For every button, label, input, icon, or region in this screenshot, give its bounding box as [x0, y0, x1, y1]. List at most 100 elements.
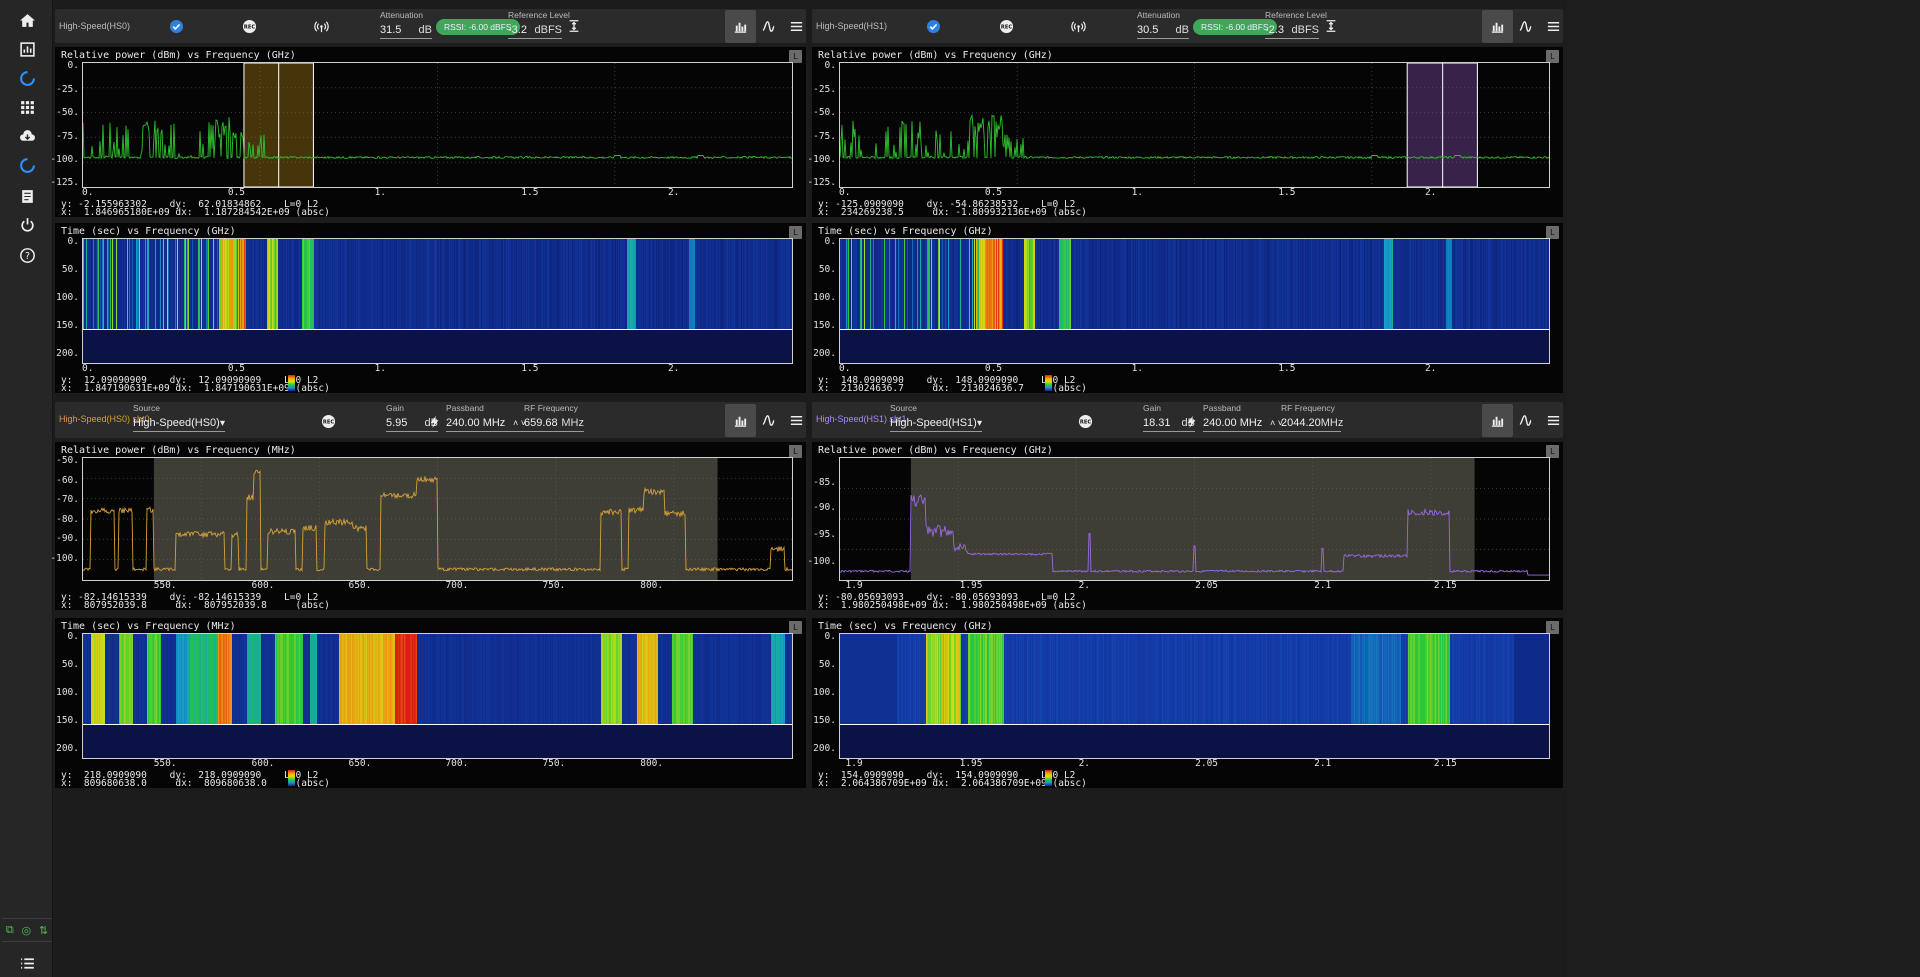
- waterfall-panel: Time (sec) vs Frequency (GHz) L 0. 50. 100. 1…: [812, 223, 1563, 394]
- attenuation-value: 30.5: [1137, 24, 1159, 36]
- attenuation-input[interactable]: 30.5 dB: [1137, 22, 1189, 39]
- legend-toggle-button[interactable]: L: [789, 50, 802, 63]
- spectrum-plot[interactable]: [839, 457, 1550, 581]
- x-tick-label: 2.: [667, 363, 680, 374]
- source-select[interactable]: High-Speed(HS0) ▾: [133, 415, 225, 432]
- legend-toggle-button[interactable]: L: [789, 226, 802, 239]
- plot-canvas: [840, 458, 1549, 580]
- caret-up-down-icon[interactable]: ˄ ˅: [512, 418, 526, 428]
- cursor-readout-x: x: 234269238.5 dx: -1.809932136E+09 (abs…: [818, 207, 1087, 218]
- rf-frequency-unit: MHz: [1320, 417, 1344, 429]
- rec-icon[interactable]: REC: [1077, 413, 1093, 429]
- gain-label: Gain: [1143, 403, 1161, 413]
- legend-toggle-button[interactable]: L: [1546, 50, 1559, 63]
- legend-toggle-button[interactable]: L: [1546, 226, 1559, 239]
- y-tick-label: 150.: [813, 320, 836, 331]
- cursor-readout-x: x: 213024636.7 dx: 213024636.7 (absc): [818, 383, 1087, 394]
- waterfall-plot[interactable]: [839, 238, 1550, 364]
- spectrum-plot[interactable]: [839, 62, 1550, 188]
- x-tick-label: 600.: [251, 580, 275, 591]
- autoscale-icon[interactable]: [1323, 18, 1339, 34]
- y-tick-label: 0.: [67, 236, 79, 247]
- gain-input[interactable]: 5.95 dB: [386, 415, 438, 432]
- waveform-view-button[interactable]: [1510, 404, 1541, 437]
- waterfall-panel: Time (sec) vs Frequency (GHz) L 0. 50. 100. 1…: [812, 618, 1563, 789]
- rec-icon[interactable]: REC: [241, 18, 257, 34]
- x-tick-label: 1.95: [959, 580, 983, 591]
- autoscale-icon[interactable]: [566, 18, 582, 34]
- auto-gain-icon[interactable]: [427, 414, 443, 430]
- list-icon[interactable]: [14, 953, 40, 973]
- reflevel-input[interactable]: -2.3 dBFS: [1265, 22, 1319, 39]
- waterfall-plot[interactable]: [82, 633, 793, 759]
- rec-icon[interactable]: REC: [320, 413, 336, 429]
- device-name: High-Speed(HS1): [816, 21, 888, 31]
- waterfall-plot[interactable]: [82, 238, 793, 364]
- menu-button[interactable]: [781, 404, 812, 437]
- passband-select[interactable]: 240.00 MHz ˄ ˅: [446, 415, 526, 432]
- spectrum-view-button[interactable]: [1482, 10, 1513, 43]
- rec-icon[interactable]: REC: [998, 18, 1014, 34]
- source-label: Source: [133, 403, 160, 413]
- rf-frequency-input[interactable]: 659.68 MHz: [524, 415, 584, 432]
- reflevel-input[interactable]: -3.2 dBFS: [508, 22, 562, 39]
- rf-frequency-input[interactable]: 2044.20 MHz: [1281, 415, 1344, 432]
- rf-frequency-label: RF Frequency: [1281, 403, 1335, 413]
- cursor-readout-y: y: -2.155963302 dy: 62.01834862 L=0 L2: [61, 199, 319, 210]
- y-tick-label: -90.: [813, 502, 836, 513]
- cursor-readout-x: x: 807952039.8 dx: 807952039.8 (absc): [61, 600, 330, 611]
- svg-text:REC: REC: [322, 419, 333, 425]
- source-select[interactable]: High-Speed(HS1) ▾: [890, 415, 982, 432]
- spectrum-view-button[interactable]: [725, 404, 756, 437]
- caret-up-down-icon[interactable]: ˄ ˅: [1269, 418, 1283, 428]
- toolbar: High-Speed(HS1) REC Attenuation 30.5 dB RSSI:…: [812, 9, 1563, 43]
- legend-toggle-button[interactable]: L: [1546, 621, 1559, 634]
- auto-gain-icon[interactable]: [1184, 414, 1200, 430]
- sidebar: ? ⧉ ◎ ⇅: [0, 0, 53, 977]
- y-tick-label: 0.: [67, 60, 79, 71]
- spectrum-view-button[interactable]: [725, 10, 756, 43]
- x-tick-label: 600.: [251, 758, 275, 769]
- waterfall-plot[interactable]: [839, 633, 1550, 759]
- spectrum-panel: Relative power (dBm) vs Frequency (GHz) L…: [50, 47, 806, 218]
- legend-toggle-button[interactable]: L: [1546, 445, 1559, 458]
- check-circle-icon[interactable]: [925, 18, 941, 34]
- waveform-view-button[interactable]: [753, 10, 784, 43]
- home-icon[interactable]: [14, 10, 40, 30]
- passband-select[interactable]: 240.00 MHz ˄ ˅: [1203, 415, 1283, 432]
- waveform-view-button[interactable]: [753, 404, 784, 437]
- attenuation-input[interactable]: 31.5 dB: [380, 22, 432, 39]
- cursor-readout-y: y: -125.0909090 dy: -54.86238532 L=0 L2: [818, 199, 1076, 210]
- chart-icon[interactable]: [14, 39, 40, 59]
- cursor-readout-x: x: 1.980250498E+09 dx: 1.980250498E+09 (…: [818, 600, 1087, 611]
- check-circle-icon[interactable]: [168, 18, 184, 34]
- x-tick-label: 0.5: [227, 187, 246, 198]
- plot-canvas: [83, 239, 792, 363]
- passband-label: Passband: [1203, 403, 1241, 413]
- power-icon[interactable]: [14, 215, 40, 235]
- gain-input[interactable]: 18.31 dB: [1143, 415, 1195, 432]
- menu-button[interactable]: [781, 10, 812, 43]
- svg-text:REC: REC: [243, 24, 254, 30]
- help-icon[interactable]: ?: [14, 245, 40, 265]
- spectrum-plot[interactable]: [82, 457, 793, 581]
- spinner-icon[interactable]: [14, 68, 40, 88]
- legend-toggle-button[interactable]: L: [789, 621, 802, 634]
- spectrum-view-button[interactable]: [1482, 404, 1513, 437]
- cloud-download-icon[interactable]: [14, 126, 40, 146]
- receipt-icon[interactable]: [14, 186, 40, 206]
- legend-toggle-button[interactable]: L: [789, 445, 802, 458]
- x-tick-label: 650.: [348, 758, 372, 769]
- spectrum-plot[interactable]: [82, 62, 793, 188]
- y-tick-label: 100.: [56, 687, 79, 698]
- rssi-badge: RSSI: -6.00 dBFS: [436, 19, 520, 35]
- spinner-icon[interactable]: [14, 155, 40, 175]
- rf-frequency-value: 2044.20: [1281, 417, 1321, 429]
- waveform-view-button[interactable]: [1510, 10, 1541, 43]
- antenna-icon[interactable]: [313, 18, 329, 34]
- grid-icon[interactable]: [14, 97, 40, 117]
- antenna-icon[interactable]: [1070, 18, 1086, 34]
- menu-button[interactable]: [1538, 10, 1569, 43]
- menu-button[interactable]: [1538, 404, 1569, 437]
- cursor-readout-x: x: 2.064386709E+09 dx: 2.064386709E+09 (…: [818, 778, 1087, 789]
